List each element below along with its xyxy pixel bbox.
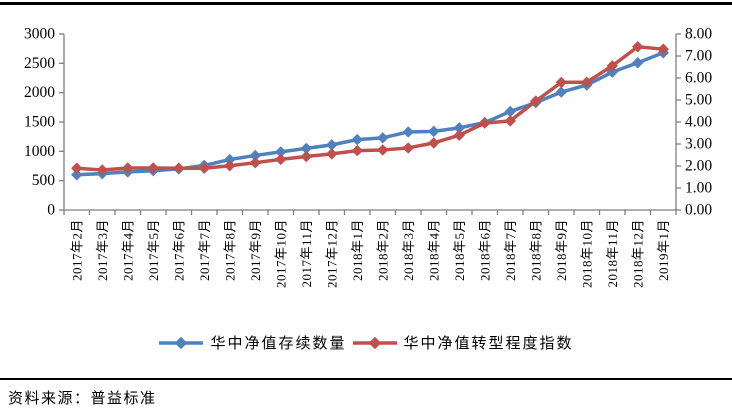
svg-text:2017年2月: 2017年2月 xyxy=(69,219,84,281)
svg-text:2018年9月: 2018年9月 xyxy=(554,219,569,281)
svg-text:2017年6月: 2017年6月 xyxy=(171,219,186,281)
legend-label-index: 华中净值转型程度指数 xyxy=(403,336,574,352)
legend-label-count: 华中净值存续数量 xyxy=(210,336,347,352)
svg-text:0: 0 xyxy=(47,202,55,219)
svg-text:2018年8月: 2018年8月 xyxy=(528,219,543,281)
red-diamond-line-icon xyxy=(352,336,397,349)
svg-text:2018年5月: 2018年5月 xyxy=(452,219,467,281)
chart-legend: 华中净值存续数量 华中净值转型程度指数 xyxy=(0,332,732,353)
svg-text:2018年2月: 2018年2月 xyxy=(375,219,390,281)
source-note: 资料来源：普益标准 xyxy=(8,391,157,407)
svg-text:1000: 1000 xyxy=(24,143,55,160)
svg-text:2500: 2500 xyxy=(24,55,55,72)
svg-text:500: 500 xyxy=(32,172,56,189)
svg-text:6.00: 6.00 xyxy=(685,70,712,87)
svg-text:2017年9月: 2017年9月 xyxy=(248,219,263,281)
svg-text:2017年8月: 2017年8月 xyxy=(222,219,237,281)
svg-text:2018年4月: 2018年4月 xyxy=(426,219,441,281)
source-divider xyxy=(0,378,732,380)
svg-text:2017年12月: 2017年12月 xyxy=(324,219,339,288)
svg-text:2017年7月: 2017年7月 xyxy=(197,219,212,281)
svg-text:2018年6月: 2018年6月 xyxy=(477,219,492,281)
legend-item-index-series: 华中净值转型程度指数 xyxy=(352,332,574,353)
svg-text:0.00: 0.00 xyxy=(685,202,712,219)
blue-diamond-line-icon xyxy=(159,336,204,349)
svg-text:3.00: 3.00 xyxy=(685,136,712,153)
svg-text:7.00: 7.00 xyxy=(685,48,712,65)
svg-text:2018年10月: 2018年10月 xyxy=(579,219,594,288)
dual-axis-line-chart: 0 500 1000 1500 2000 2500 3000 0.00 1.00 2.00 3.00… xyxy=(24,26,712,289)
svg-text:2017年10月: 2017年10月 xyxy=(273,219,288,288)
svg-text:2018年1月: 2018年1月 xyxy=(350,219,365,281)
svg-text:2017年3月: 2017年3月 xyxy=(95,219,110,281)
svg-text:2017年5月: 2017年5月 xyxy=(146,219,161,281)
svg-text:4.00: 4.00 xyxy=(685,114,712,131)
svg-text:5.00: 5.00 xyxy=(685,92,712,109)
svg-text:2019年1月: 2019年1月 xyxy=(656,219,671,281)
svg-text:2018年11月: 2018年11月 xyxy=(605,219,620,288)
svg-text:2018年12月: 2018年12月 xyxy=(630,219,645,288)
svg-text:2017年11月: 2017年11月 xyxy=(299,219,314,288)
svg-text:2017年4月: 2017年4月 xyxy=(120,219,135,281)
svg-text:8.00: 8.00 xyxy=(685,26,712,43)
svg-text:2000: 2000 xyxy=(24,84,55,101)
svg-text:2.00: 2.00 xyxy=(685,158,712,175)
svg-text:2018年7月: 2018年7月 xyxy=(503,219,518,281)
svg-text:1.00: 1.00 xyxy=(685,180,712,197)
svg-text:1500: 1500 xyxy=(24,114,55,131)
svg-text:2018年3月: 2018年3月 xyxy=(401,219,416,281)
legend-item-count-series: 华中净值存续数量 xyxy=(158,332,346,353)
svg-text:3000: 3000 xyxy=(24,26,55,43)
top-divider xyxy=(0,2,732,5)
